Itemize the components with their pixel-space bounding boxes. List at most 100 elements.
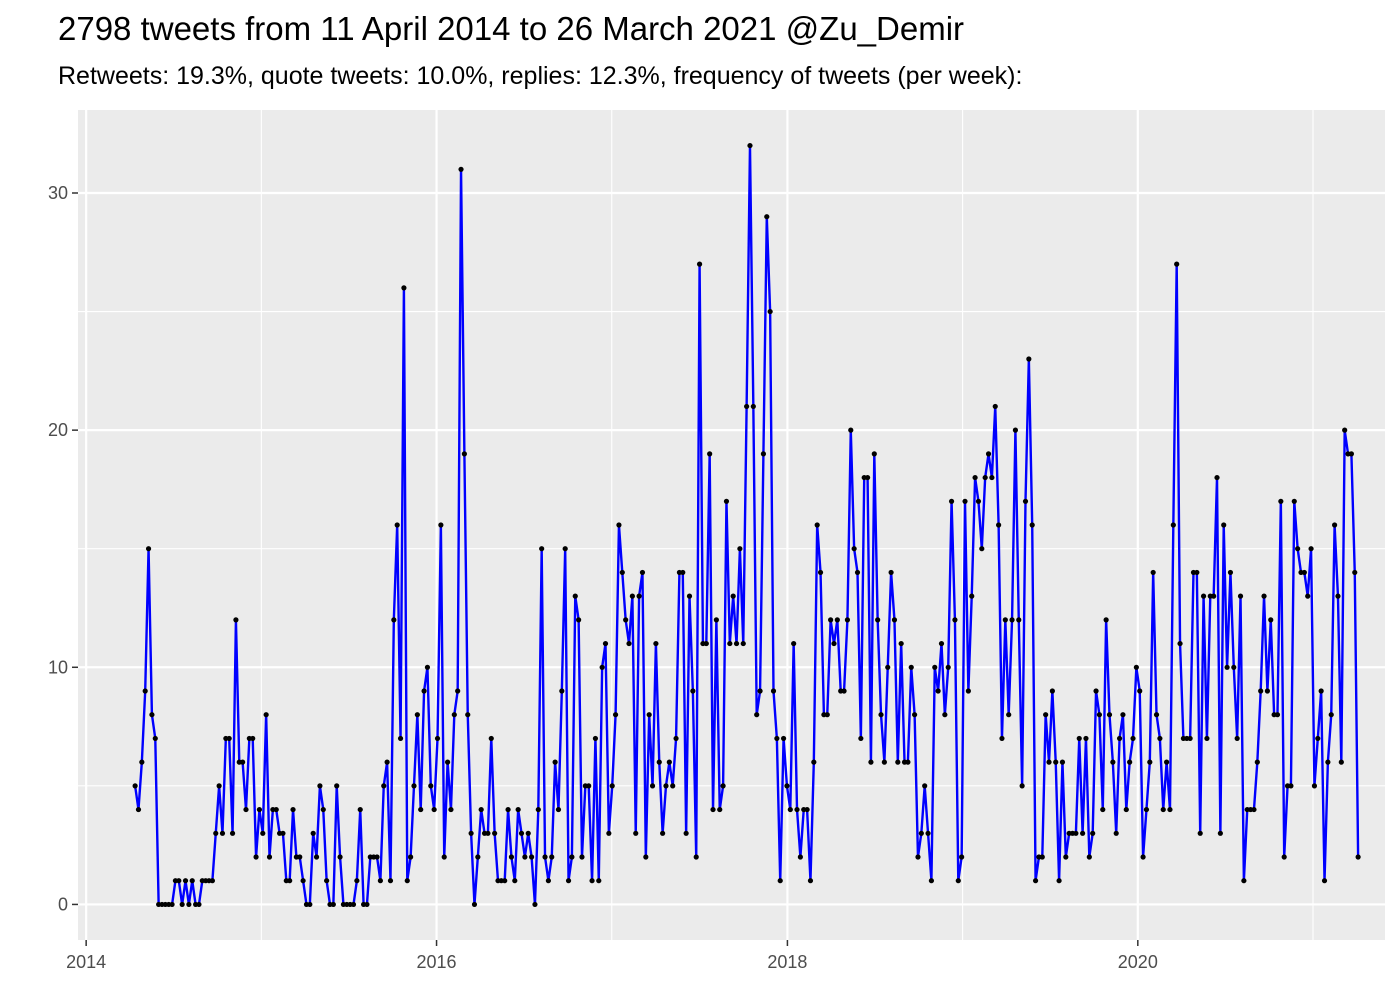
data-point [1032,878,1039,884]
data-point [985,451,992,457]
data-point [1200,593,1207,599]
data-point [555,806,562,813]
data-point [387,878,394,884]
data-point [747,142,753,149]
data-point [663,783,669,789]
data-point [1147,759,1153,765]
data-point [804,806,810,813]
data-point [1106,712,1113,718]
data-point [492,830,498,836]
data-point [549,854,555,860]
data-point [1170,522,1176,528]
data-point [875,617,881,623]
data-point [932,664,938,670]
data-point [633,830,639,836]
data-point [475,854,481,860]
data-point [831,640,837,647]
major-gridlines [78,110,1385,940]
data-point [864,474,871,481]
data-point [686,593,693,599]
data-point [764,214,770,220]
data-point [992,403,998,410]
data-point [1234,735,1240,742]
data-point [1049,688,1055,694]
data-point [814,522,820,528]
data-point [532,901,538,908]
data-point [1120,712,1126,718]
data-point [280,830,286,836]
data-point [1116,735,1123,742]
data-point [572,593,578,599]
data-point [1254,759,1260,765]
data-point [1002,617,1008,623]
data-point [287,878,293,884]
data-point [182,878,189,884]
data-point [1127,759,1133,765]
data-point [1251,806,1257,813]
data-point [1281,854,1287,860]
data-point [683,830,689,836]
data-point [1053,759,1059,765]
data-point [908,664,914,670]
data-point [693,854,699,860]
data-point [381,783,387,789]
data-point [518,830,525,836]
plot-panel [78,110,1385,940]
data-point [1231,664,1237,670]
data-point [448,806,454,813]
data-point [320,806,326,813]
data-point [263,712,269,718]
data-point [720,783,726,789]
data-point [1221,522,1227,528]
data-point [233,617,239,623]
data-point [1096,712,1103,718]
data-point [189,878,195,884]
data-point [1217,830,1223,836]
data-point [579,854,585,860]
data-point [552,759,558,765]
data-point [696,261,703,267]
data-point [478,806,484,813]
data-point [1123,806,1129,813]
data-point [428,783,434,789]
x-axis: 2014 2016 2018 2020 [66,940,1158,972]
data-point [290,806,296,813]
data-point [488,735,494,742]
data-point [848,427,854,433]
data-point [310,830,316,836]
data-point [357,806,363,813]
data-point [1227,569,1234,576]
data-point [730,593,736,599]
data-point [703,640,709,647]
data-point [965,688,971,694]
data-point [643,854,649,860]
data-point [1150,569,1156,576]
data-point [905,759,911,765]
data-point [750,403,756,410]
data-point [1100,806,1106,813]
data-point [962,498,968,504]
data-point [297,854,303,860]
data-point [1274,712,1281,718]
data-point [401,285,407,291]
points-layer [132,142,1361,908]
data-point [1194,569,1200,576]
data-point [955,878,961,884]
data-point [152,735,158,742]
data-point [767,308,773,315]
data-point [938,640,945,647]
data-point [1355,854,1361,860]
data-point [626,640,632,647]
data-point [673,735,679,742]
data-point [824,712,830,718]
data-point [757,688,763,694]
data-point [1325,759,1331,765]
y-tick-label: 20 [48,420,68,440]
data-point [878,712,884,718]
data-point [135,806,142,813]
data-point [807,878,814,884]
data-point [982,474,988,481]
data-point [1130,735,1136,742]
data-point [787,806,793,813]
data-point [690,688,696,694]
